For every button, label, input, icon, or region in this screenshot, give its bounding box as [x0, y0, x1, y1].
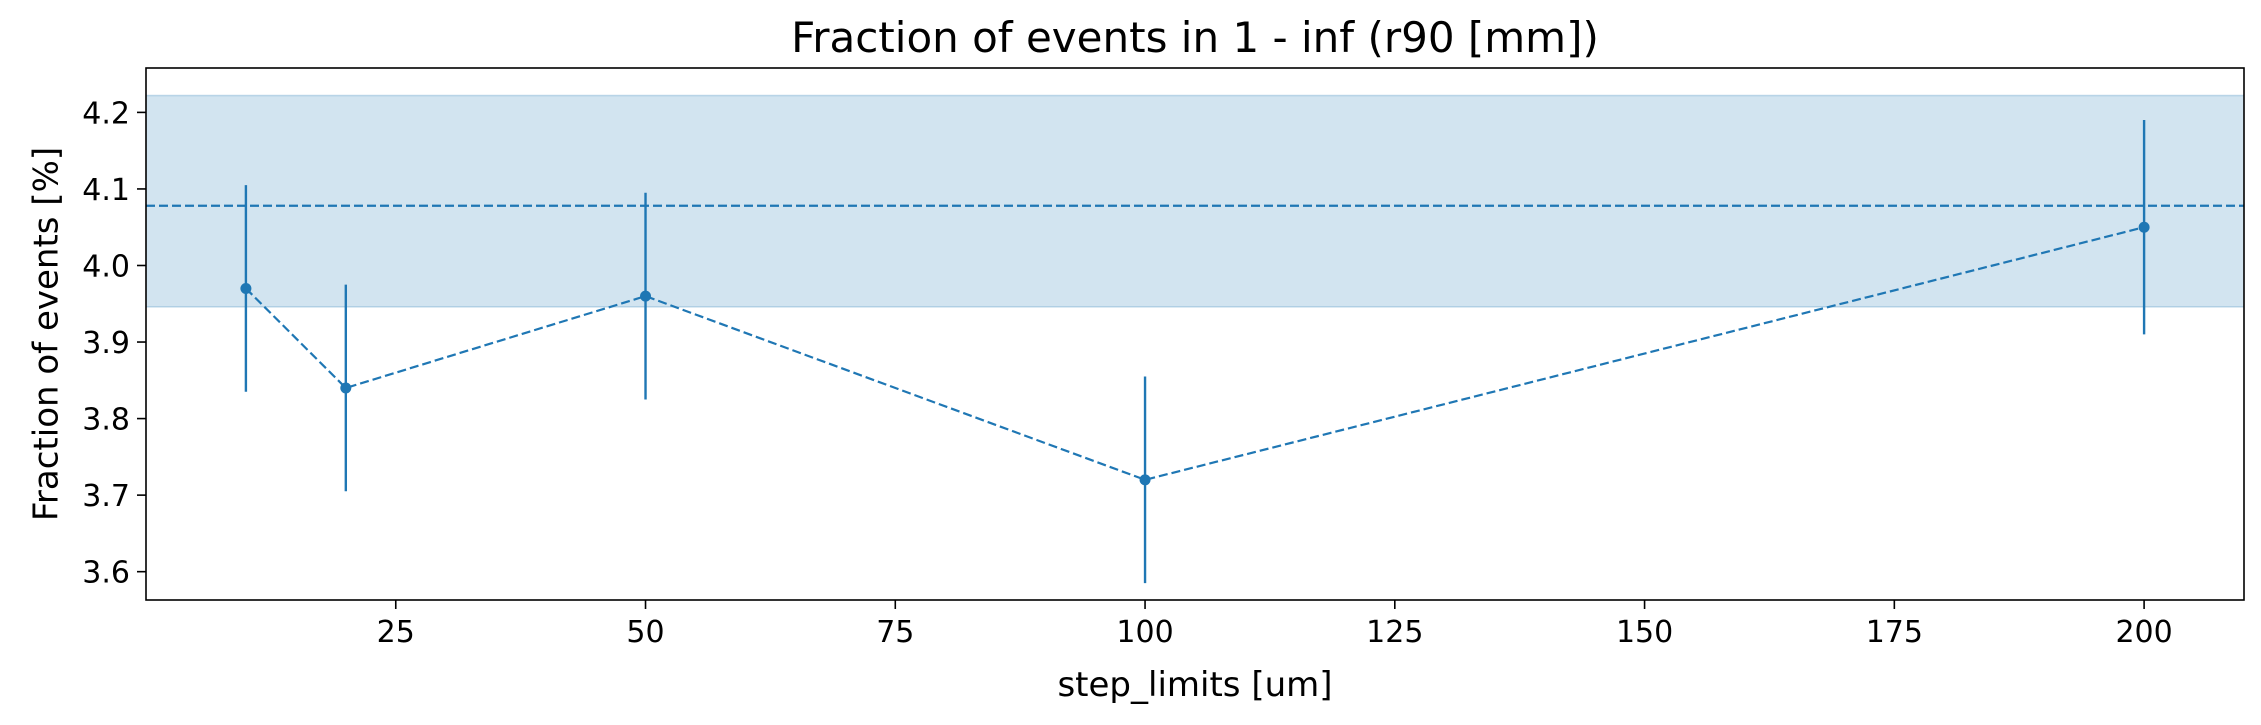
y-tick-label: 4.0: [82, 249, 130, 284]
plot-frame: [145, 67, 2245, 601]
y-tick-label: 3.7: [82, 479, 130, 514]
y-axis-ticks: 3.6 3.7 3.8 3.9 4.0 4.1 4.2: [82, 96, 146, 591]
x-tick-label: 25: [377, 615, 415, 650]
x-tick-label: 150: [1616, 615, 1673, 650]
y-tick-label: 4.2: [82, 96, 130, 131]
y-tick-label: 3.6: [82, 556, 130, 591]
x-tick-label: 125: [1366, 615, 1423, 650]
x-axis-label: step_limits [um]: [1057, 665, 1332, 705]
data-point: [1139, 474, 1151, 486]
data-point: [2138, 221, 2150, 233]
reference-band-layer: [146, 94, 2244, 308]
x-axis-ticks: 25 50 75 100 125 150 175 200: [377, 600, 2173, 650]
y-tick-label: 3.9: [82, 326, 130, 361]
y-axis-label: Fraction of events [%]: [27, 147, 67, 521]
x-tick-label: 100: [1116, 615, 1173, 650]
series-line: [245, 226, 2145, 481]
y-tick-label: 3.8: [82, 403, 130, 438]
data-point: [640, 290, 652, 302]
y-tick-label: 4.1: [82, 173, 130, 208]
x-tick-label: 75: [876, 615, 914, 650]
data-point: [340, 382, 352, 394]
x-tick-label: 50: [626, 615, 664, 650]
data-point: [240, 282, 252, 294]
chart-title: Fraction of events in 1 - inf (r90 [mm]): [791, 13, 1599, 62]
x-tick-label: 175: [1866, 615, 1923, 650]
series-layer: [240, 120, 2150, 584]
reference-band: [146, 95, 2244, 307]
x-tick-label: 200: [2115, 615, 2172, 650]
